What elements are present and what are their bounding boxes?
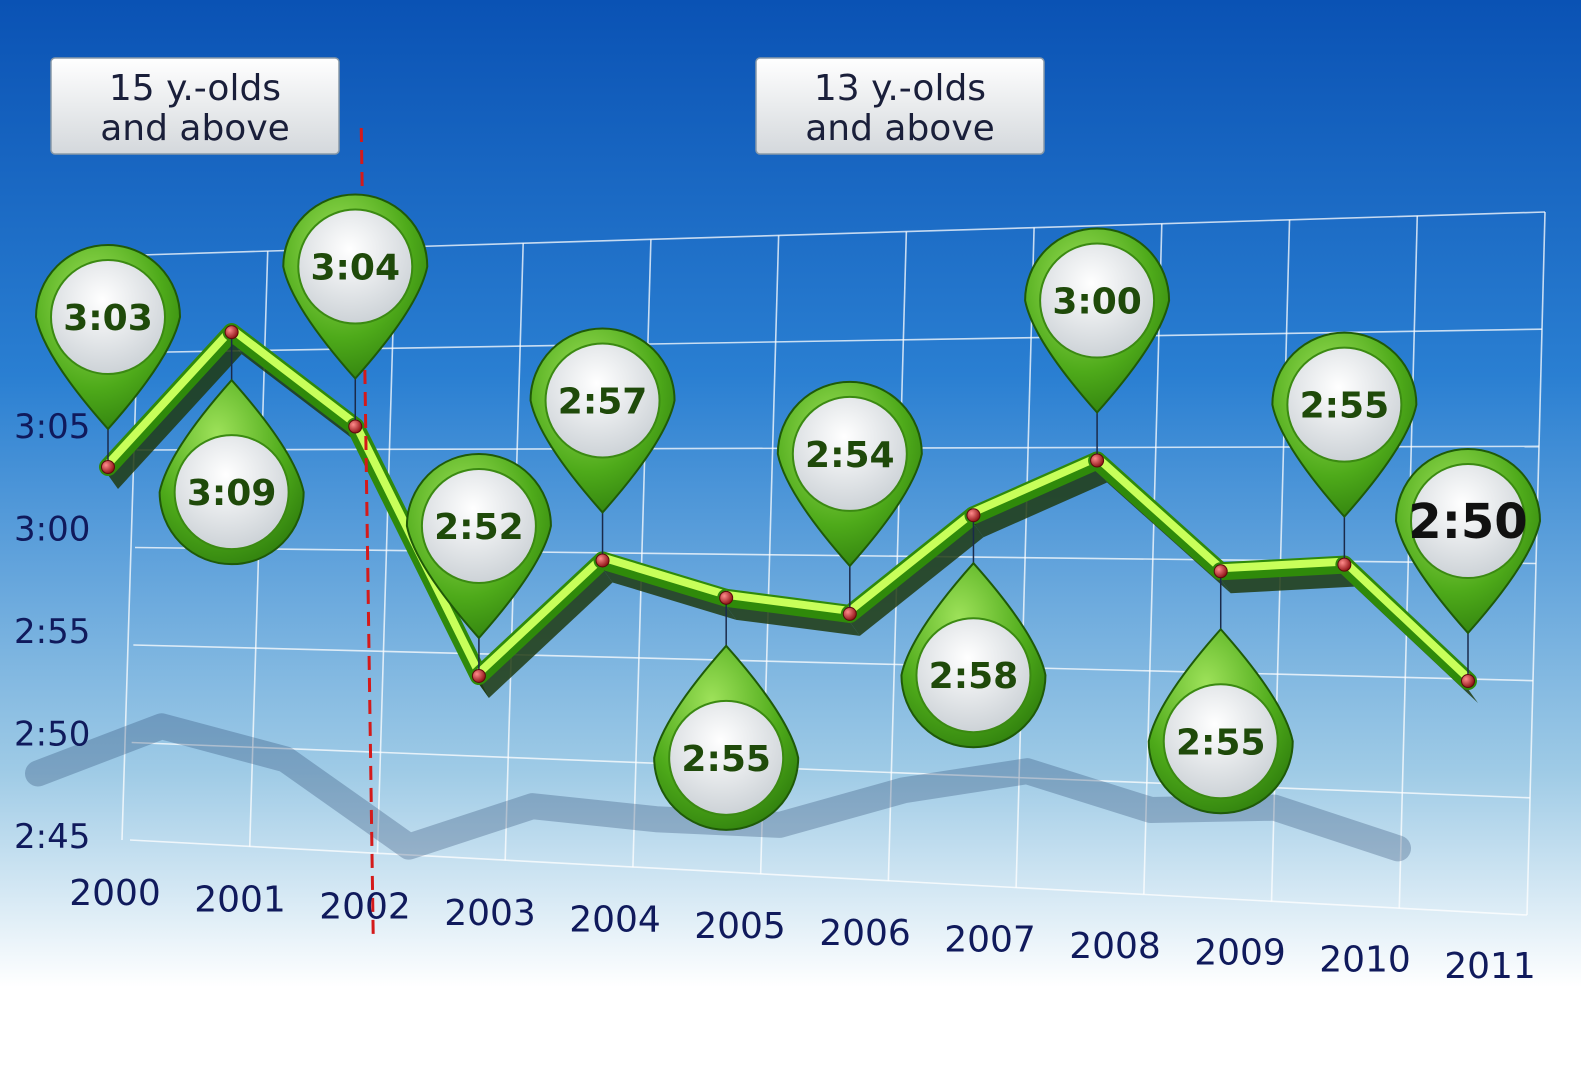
grid-line-horizontal (129, 839, 1528, 916)
data-labels: 3:03 3:09 3:04 2:52 2:57 2:55 2:54 2:58 3:00 2:55… (34, 193, 1542, 831)
data-label-pin: 2:55 (1271, 331, 1418, 519)
pin-face (1286, 346, 1403, 463)
data-point (1090, 453, 1105, 468)
pin-face (915, 617, 1032, 734)
data-label-pin: 3:00 (1024, 227, 1171, 415)
pin-face (1410, 463, 1526, 579)
pin-face (1039, 242, 1156, 359)
x-tick-label: 2008 (1069, 926, 1161, 967)
data-label-pin: 2:55 (1147, 627, 1294, 815)
y-tick-label: 3:00 (14, 510, 90, 550)
data-point (842, 606, 857, 621)
pin-face (297, 208, 414, 325)
line-segment-side (973, 468, 1108, 538)
data-label: 3:09 (187, 473, 277, 514)
line-segment-highlight (1340, 557, 1472, 682)
data-point (595, 553, 610, 568)
data-label-pin: 2:58 (900, 561, 1047, 749)
y-tick-label: 3:05 (14, 407, 90, 447)
data-label-pin: 3:03 (34, 244, 182, 431)
annotation-frame (755, 57, 1045, 155)
grid-line-horizontal (131, 741, 1531, 799)
data-label: 2:52 (434, 507, 524, 548)
y-tick-label: 2:45 (14, 817, 90, 857)
pin-face (173, 434, 290, 551)
pin-face (420, 467, 537, 584)
data-label: 2:55 (1176, 722, 1266, 763)
line-segment-highlight (1216, 557, 1349, 573)
data-label: 2:54 (805, 435, 895, 476)
line-segment-highlight (474, 553, 607, 677)
y-axis: 3:05 3:00 2:55 2:50 2:45 (14, 407, 90, 857)
data-label: 3:04 (310, 248, 400, 289)
x-tick-label: 2005 (694, 906, 786, 947)
x-tick-label: 2004 (569, 900, 661, 941)
annotation-text: 15 y.-olds (109, 68, 281, 109)
data-label: 2:55 (1300, 386, 1390, 427)
data-label: 2:55 (681, 739, 771, 780)
data-point (966, 508, 981, 523)
data-label-pin: 2:50 (1394, 448, 1542, 635)
x-tick-label: 2003 (444, 893, 536, 934)
x-tick-label: 2007 (944, 919, 1036, 960)
annotation-text: 13 y.-olds (814, 68, 986, 109)
data-label-pin: 2:54 (776, 380, 923, 568)
data-label-pin: 2:57 (529, 327, 676, 514)
data-label: 2:58 (929, 656, 1019, 697)
line-segment-side (849, 523, 984, 636)
x-tick-label: 2000 (69, 873, 161, 914)
line-segment-highlight (227, 325, 360, 428)
line-segment-highlight (969, 453, 1102, 517)
data-label: 3:03 (63, 298, 153, 339)
data-point (1337, 557, 1352, 572)
x-tick-label: 2010 (1319, 939, 1411, 980)
data-point (1461, 674, 1475, 688)
data-label-pin: 3:09 (158, 378, 305, 566)
x-tick-label: 2001 (194, 880, 286, 921)
y-tick-label: 2:55 (14, 612, 90, 652)
data-point (224, 325, 239, 340)
x-tick-label: 2006 (819, 913, 911, 954)
data-label-pin: 2:52 (405, 452, 552, 640)
line-segment-highlight (104, 325, 236, 468)
data-point (101, 460, 115, 474)
pin-face (544, 342, 661, 459)
line-segment-highlight (845, 508, 978, 615)
data-point (348, 419, 363, 434)
annotation-text: and above (100, 108, 290, 149)
annotation-text: and above (805, 108, 995, 149)
pin-face (1162, 683, 1279, 800)
x-tick-label: 2002 (319, 886, 411, 927)
data-label: 3:00 (1052, 282, 1142, 323)
data-label-pin: 2:55 (653, 644, 800, 831)
line-segment-highlight (1093, 453, 1225, 573)
line-segment-side (478, 568, 613, 698)
line-segment-highlight (722, 590, 854, 615)
annotation-frame (50, 57, 340, 155)
data-label: 2:50 (1408, 494, 1527, 550)
data-label: 2:57 (558, 381, 648, 422)
line-segment-side (602, 568, 737, 620)
line-segment-side (726, 605, 860, 636)
line-segment-side (108, 340, 242, 489)
x-tick-label: 2011 (1444, 946, 1536, 987)
pin-face (791, 395, 908, 512)
data-point (1213, 564, 1228, 579)
data-label-pin: 3:04 (282, 193, 429, 381)
pin-face (50, 259, 166, 375)
x-axis: 2000 2001 2002 2003 2004 2005 2006 2007 2008 2009… (69, 873, 1536, 987)
line-segment-highlight (598, 553, 731, 599)
pin-face (668, 699, 785, 816)
data-point (471, 668, 486, 683)
y-tick-label: 2:50 (14, 715, 90, 755)
data-point (719, 590, 734, 605)
data-markers (101, 325, 1475, 688)
grid-line-horizontal (133, 644, 1534, 682)
x-tick-label: 2009 (1194, 933, 1286, 974)
